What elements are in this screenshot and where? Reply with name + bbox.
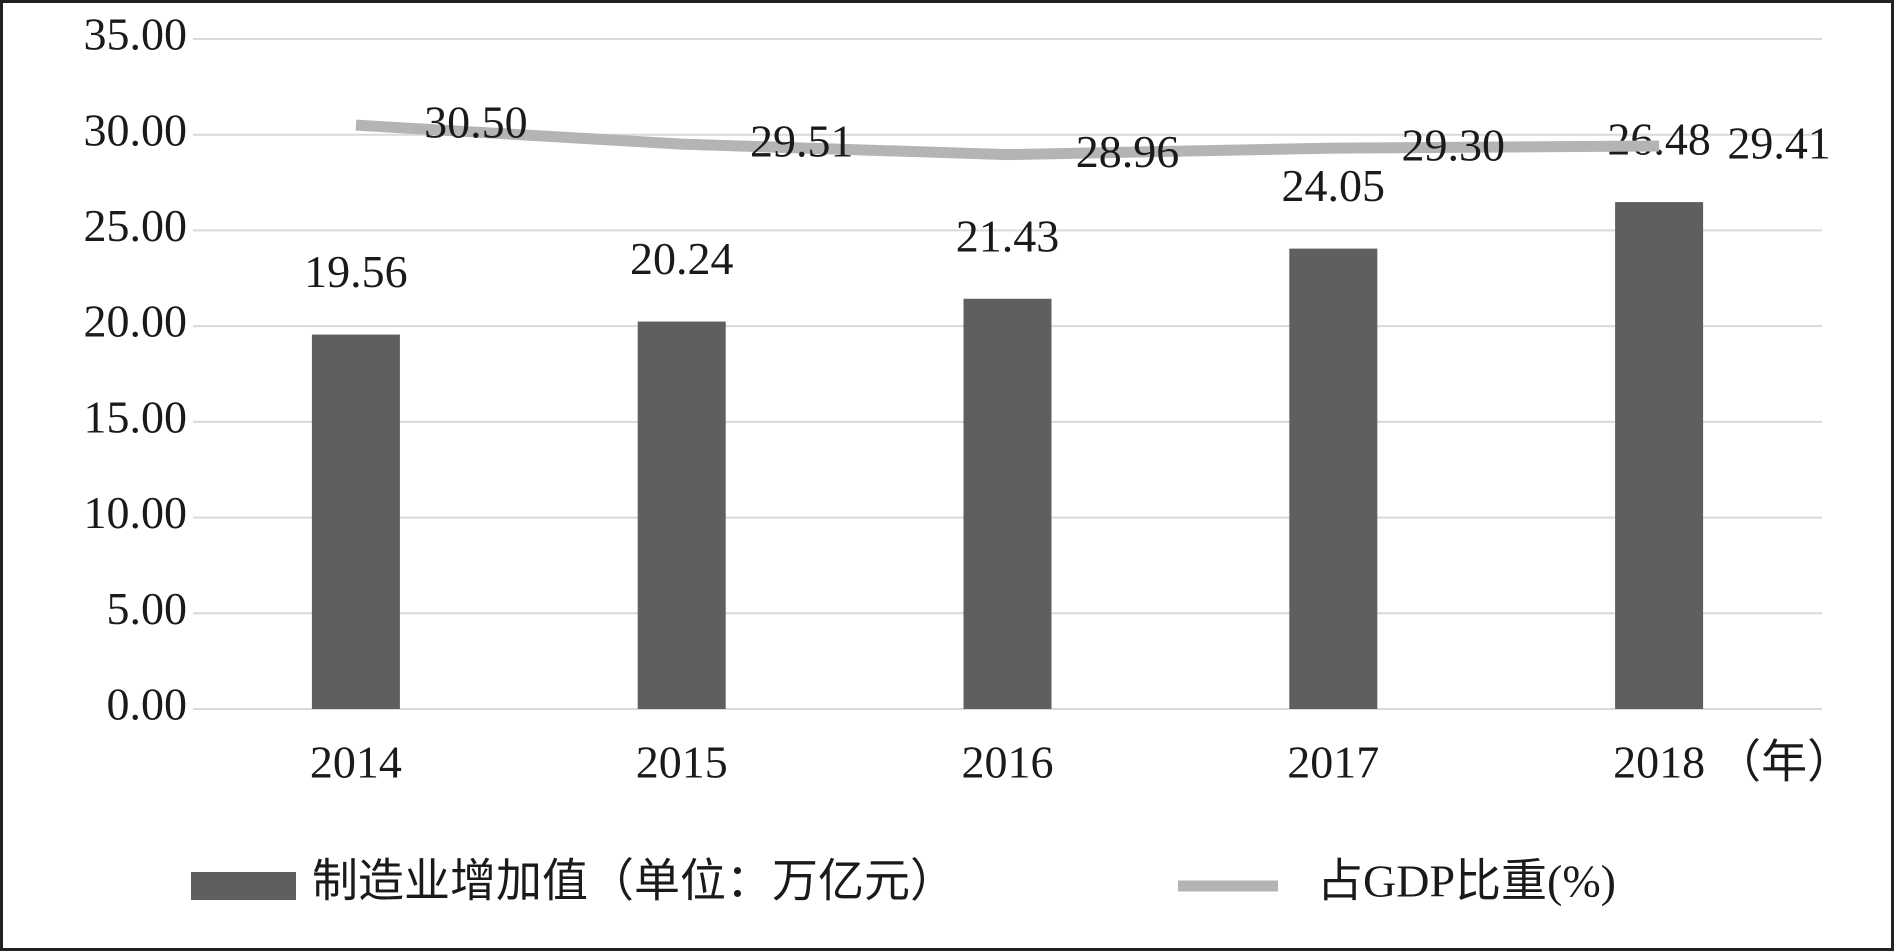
x-tick-label: 2015 [636, 737, 728, 788]
legend-label: 占GDP比重(%) [1317, 856, 1616, 907]
line-value-label: 29.41 [1727, 118, 1831, 169]
line-value-label: 28.96 [1076, 126, 1180, 177]
bar-value-label: 21.43 [956, 210, 1060, 261]
bar [1615, 202, 1704, 709]
y-tick-label: 5.00 [107, 583, 188, 634]
y-tick-label: 30.00 [84, 104, 188, 155]
legend-swatch [191, 872, 296, 900]
line-value-label: 29.30 [1402, 120, 1506, 171]
x-tick-label: 2017 [1287, 737, 1379, 788]
bar-value-label: 24.05 [1282, 160, 1386, 211]
bar-value-label: 19.56 [304, 246, 408, 297]
x-tick-label: 2014 [310, 737, 402, 788]
y-tick-label: 35.00 [84, 9, 188, 60]
x-axis-label: （年） [1715, 737, 1853, 788]
bar-value-label: 20.24 [630, 233, 734, 284]
x-tick-label: 2016 [962, 737, 1054, 788]
y-tick-label: 0.00 [107, 679, 188, 730]
bar [311, 334, 400, 709]
y-tick-label: 15.00 [84, 391, 188, 442]
bar [1289, 248, 1378, 709]
line-value-label: 29.51 [750, 116, 854, 167]
line [355, 119, 1660, 161]
bar-value-label: 26.48 [1607, 114, 1711, 165]
y-tick-label: 25.00 [84, 200, 188, 251]
y-tick-label: 20.00 [84, 296, 188, 347]
bar [963, 298, 1052, 709]
y-tick-label: 10.00 [84, 487, 188, 538]
legend-label: 制造业增加值（单位：万亿元） [312, 856, 956, 907]
x-tick-label: 2018 [1613, 737, 1705, 788]
line-value-label: 30.50 [424, 97, 528, 148]
bar [637, 321, 726, 709]
